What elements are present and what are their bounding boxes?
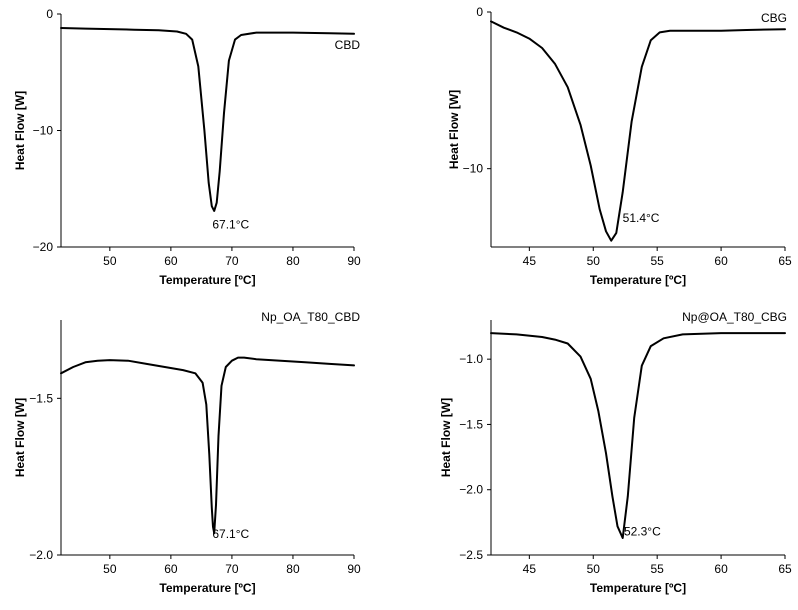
x-tick-label: 90 [347,562,361,576]
peak-label: 67.1°C [212,217,249,231]
y-tick-label: −2.0 [459,483,483,497]
peak-label: 67.1°C [212,527,249,541]
x-axis-label: Temperature [ºC] [590,581,686,595]
y-tick-label: −2.5 [459,548,483,562]
peak-label: 52.3°C [624,524,661,538]
x-tick-label: 80 [286,254,300,268]
chart-panel-1: 50 60 70 80 90 0 −10 −20 Temperature [ºC] Heat Fl… [13,7,361,287]
y-tick-label: −10 [33,124,54,138]
x-tick-label: 60 [714,562,728,576]
y-axis-label: Heat Flow [W] [13,91,27,170]
x-tick-label: 60 [164,254,178,268]
x-tick-label: 90 [347,254,361,268]
legend-label: Np@OA_T80_CBG [682,310,787,324]
series-line [60,27,355,212]
x-tick-label: 50 [587,254,601,268]
x-tick-label: 50 [103,562,117,576]
y-tick-label: 0 [46,7,53,21]
x-tick-label: 55 [650,254,664,268]
y-tick-label: −2.0 [29,548,53,562]
y-tick-label: −10 [463,162,484,176]
series-line [60,356,355,535]
x-tick-label: 60 [164,562,178,576]
x-axis-label: Temperature [ºC] [159,273,255,287]
x-tick-label: 70 [225,562,239,576]
y-tick-label: −20 [33,240,54,254]
chart-panel-2: 45 50 55 60 65 0 −10 Temperature [ºC] Heat Flow … [447,5,792,287]
x-tick-label: 65 [778,562,792,576]
y-axis-label: Heat Flow [W] [13,398,27,477]
x-tick-label: 50 [587,562,601,576]
legend-label: Np_OA_T80_CBD [261,310,360,324]
y-tick-label: −1.5 [459,417,483,431]
x-tick-label: 45 [523,254,537,268]
x-tick-label: 50 [103,254,117,268]
series-line [490,20,786,242]
x-tick-label: 70 [225,254,239,268]
x-tick-label: 45 [523,562,537,576]
y-tick-label: −1.0 [459,352,483,366]
x-tick-label: 80 [286,562,300,576]
y-axis-label: Heat Flow [W] [439,398,453,477]
y-tick-label: −1.5 [29,391,53,405]
x-tick-label: 65 [778,254,792,268]
chart-panel-3: 50 60 70 80 90 −1.5 −2.0 Temperature [ºC] Heat F… [13,310,361,595]
x-axis-label: Temperature [ºC] [159,581,255,595]
x-tick-label: 60 [714,254,728,268]
legend-label: CBD [335,38,361,52]
y-tick-label: 0 [476,5,483,19]
legend-label: CBG [761,11,787,25]
x-axis-label: Temperature [ºC] [590,273,686,287]
y-axis-label: Heat Flow [W] [447,90,461,169]
x-tick-label: 55 [650,562,664,576]
peak-label: 51.4°C [623,211,660,225]
series-line [490,332,786,539]
chart-panel-4: 45 50 55 60 65 −1.0 −1.5 −2.0 −2.5 Temperature [º… [439,310,792,595]
